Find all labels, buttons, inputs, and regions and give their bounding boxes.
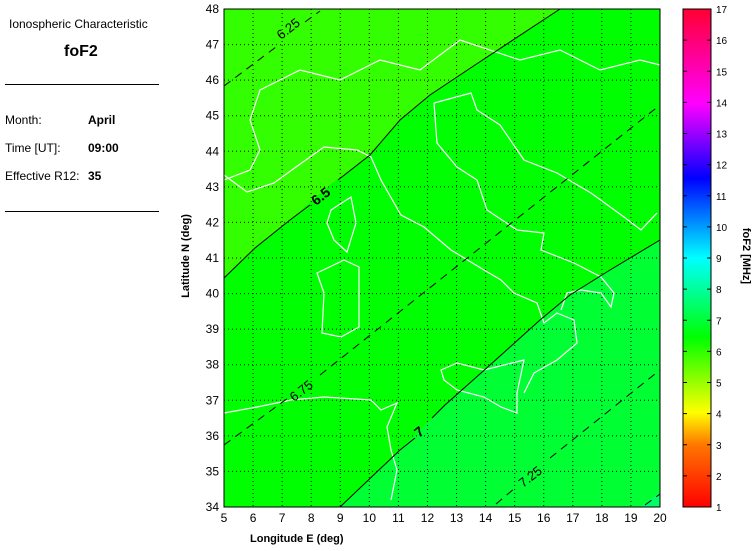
y-tick-label: 41 xyxy=(206,251,220,265)
x-tick-label: 17 xyxy=(566,511,580,525)
colorbar-tick-label: 7 xyxy=(716,316,722,327)
y-tick-label: 37 xyxy=(206,393,220,407)
month-label: Month: xyxy=(5,113,42,127)
colorbar-tick-label: 15 xyxy=(716,67,728,78)
x-tick-label: 13 xyxy=(450,511,464,525)
colorbar-tick-label: 4 xyxy=(716,410,722,421)
y-tick-label: 38 xyxy=(206,358,220,372)
x-tick-label: 20 xyxy=(653,511,667,525)
plot-frame xyxy=(223,8,661,508)
r12-label: Effective R12: xyxy=(5,169,80,183)
time-value: 09:00 xyxy=(88,141,119,155)
colorbar-tick-label: 6 xyxy=(716,347,722,358)
x-tick-label: 6 xyxy=(250,511,257,525)
contour-6.75 xyxy=(319,104,661,376)
x-tick-label: 7 xyxy=(279,511,286,525)
colorbar-tick-label: 3 xyxy=(716,441,722,452)
x-tick-label: 10 xyxy=(363,511,377,525)
y-tick-label: 36 xyxy=(206,429,220,443)
colorbar-tick-label: 11 xyxy=(716,192,727,203)
y-tick-label: 47 xyxy=(206,38,220,52)
band-above-7.5 xyxy=(640,492,660,507)
y-tick-label: 39 xyxy=(206,322,220,336)
colorbar-tick-label: 8 xyxy=(716,285,722,296)
band-below-6.5 xyxy=(224,9,560,278)
y-tick-label: 46 xyxy=(206,73,220,87)
contour-7.25 xyxy=(495,487,516,505)
contour-6.25 xyxy=(304,10,321,23)
x-tick-label: 19 xyxy=(624,511,638,525)
colorbar-tick-label: 5 xyxy=(716,379,722,390)
contour-6.5 xyxy=(223,204,311,279)
y-tick-label: 34 xyxy=(206,500,220,514)
r12-value: 35 xyxy=(88,169,102,183)
colorbar-tick-label: 10 xyxy=(716,223,728,234)
x-tick-label: 11 xyxy=(392,511,405,525)
colorbar-tick-label: 14 xyxy=(716,98,728,109)
time-label: Time [UT]: xyxy=(5,141,61,155)
colorbar-tick-label: 9 xyxy=(716,254,722,265)
characteristic-name: foF2 xyxy=(64,43,98,60)
y-tick-label: 44 xyxy=(206,144,220,158)
y-tick-label: 40 xyxy=(206,287,220,301)
colorbar-tick-label: 12 xyxy=(716,161,728,172)
colorbar-tick-label: 1 xyxy=(716,503,722,514)
x-axis-label: Longitude E (deg) xyxy=(250,533,344,545)
y-tick-label: 42 xyxy=(206,215,220,229)
x-tick-label: 16 xyxy=(537,511,551,525)
coastlines xyxy=(223,39,661,501)
x-tick-label: 14 xyxy=(479,511,493,525)
contour-7.25 xyxy=(549,369,661,459)
contour-6.5 xyxy=(337,8,561,181)
x-tick-label: 18 xyxy=(595,511,609,525)
colorbar xyxy=(682,8,712,508)
month-value: April xyxy=(88,113,116,127)
divider xyxy=(5,84,159,85)
colorbar-tick-label: 16 xyxy=(716,36,728,47)
x-tick-label: 9 xyxy=(337,511,344,525)
y-tick-label: 45 xyxy=(206,109,220,123)
x-tick-label: 12 xyxy=(421,511,435,525)
panel-heading: Ionospheric Characteristic xyxy=(9,17,148,31)
contour-7 xyxy=(339,437,416,508)
colorbar-tick-label: 17 xyxy=(716,5,728,16)
y-tick-label: 48 xyxy=(206,2,220,16)
colorbar-tick-label: 13 xyxy=(716,130,728,141)
y-tick-label: 35 xyxy=(206,464,220,478)
colorbar-tick-label: 2 xyxy=(716,472,722,483)
contour-7 xyxy=(431,239,661,419)
y-tick-label: 43 xyxy=(206,180,220,194)
x-tick-label: 8 xyxy=(308,511,315,525)
band-7-7.5 xyxy=(340,240,660,507)
x-tick-label: 15 xyxy=(508,511,522,525)
x-tick-label: 5 xyxy=(221,511,228,525)
divider xyxy=(5,211,159,212)
contour-7.5 xyxy=(644,493,661,506)
contour-6.25 xyxy=(223,43,281,87)
